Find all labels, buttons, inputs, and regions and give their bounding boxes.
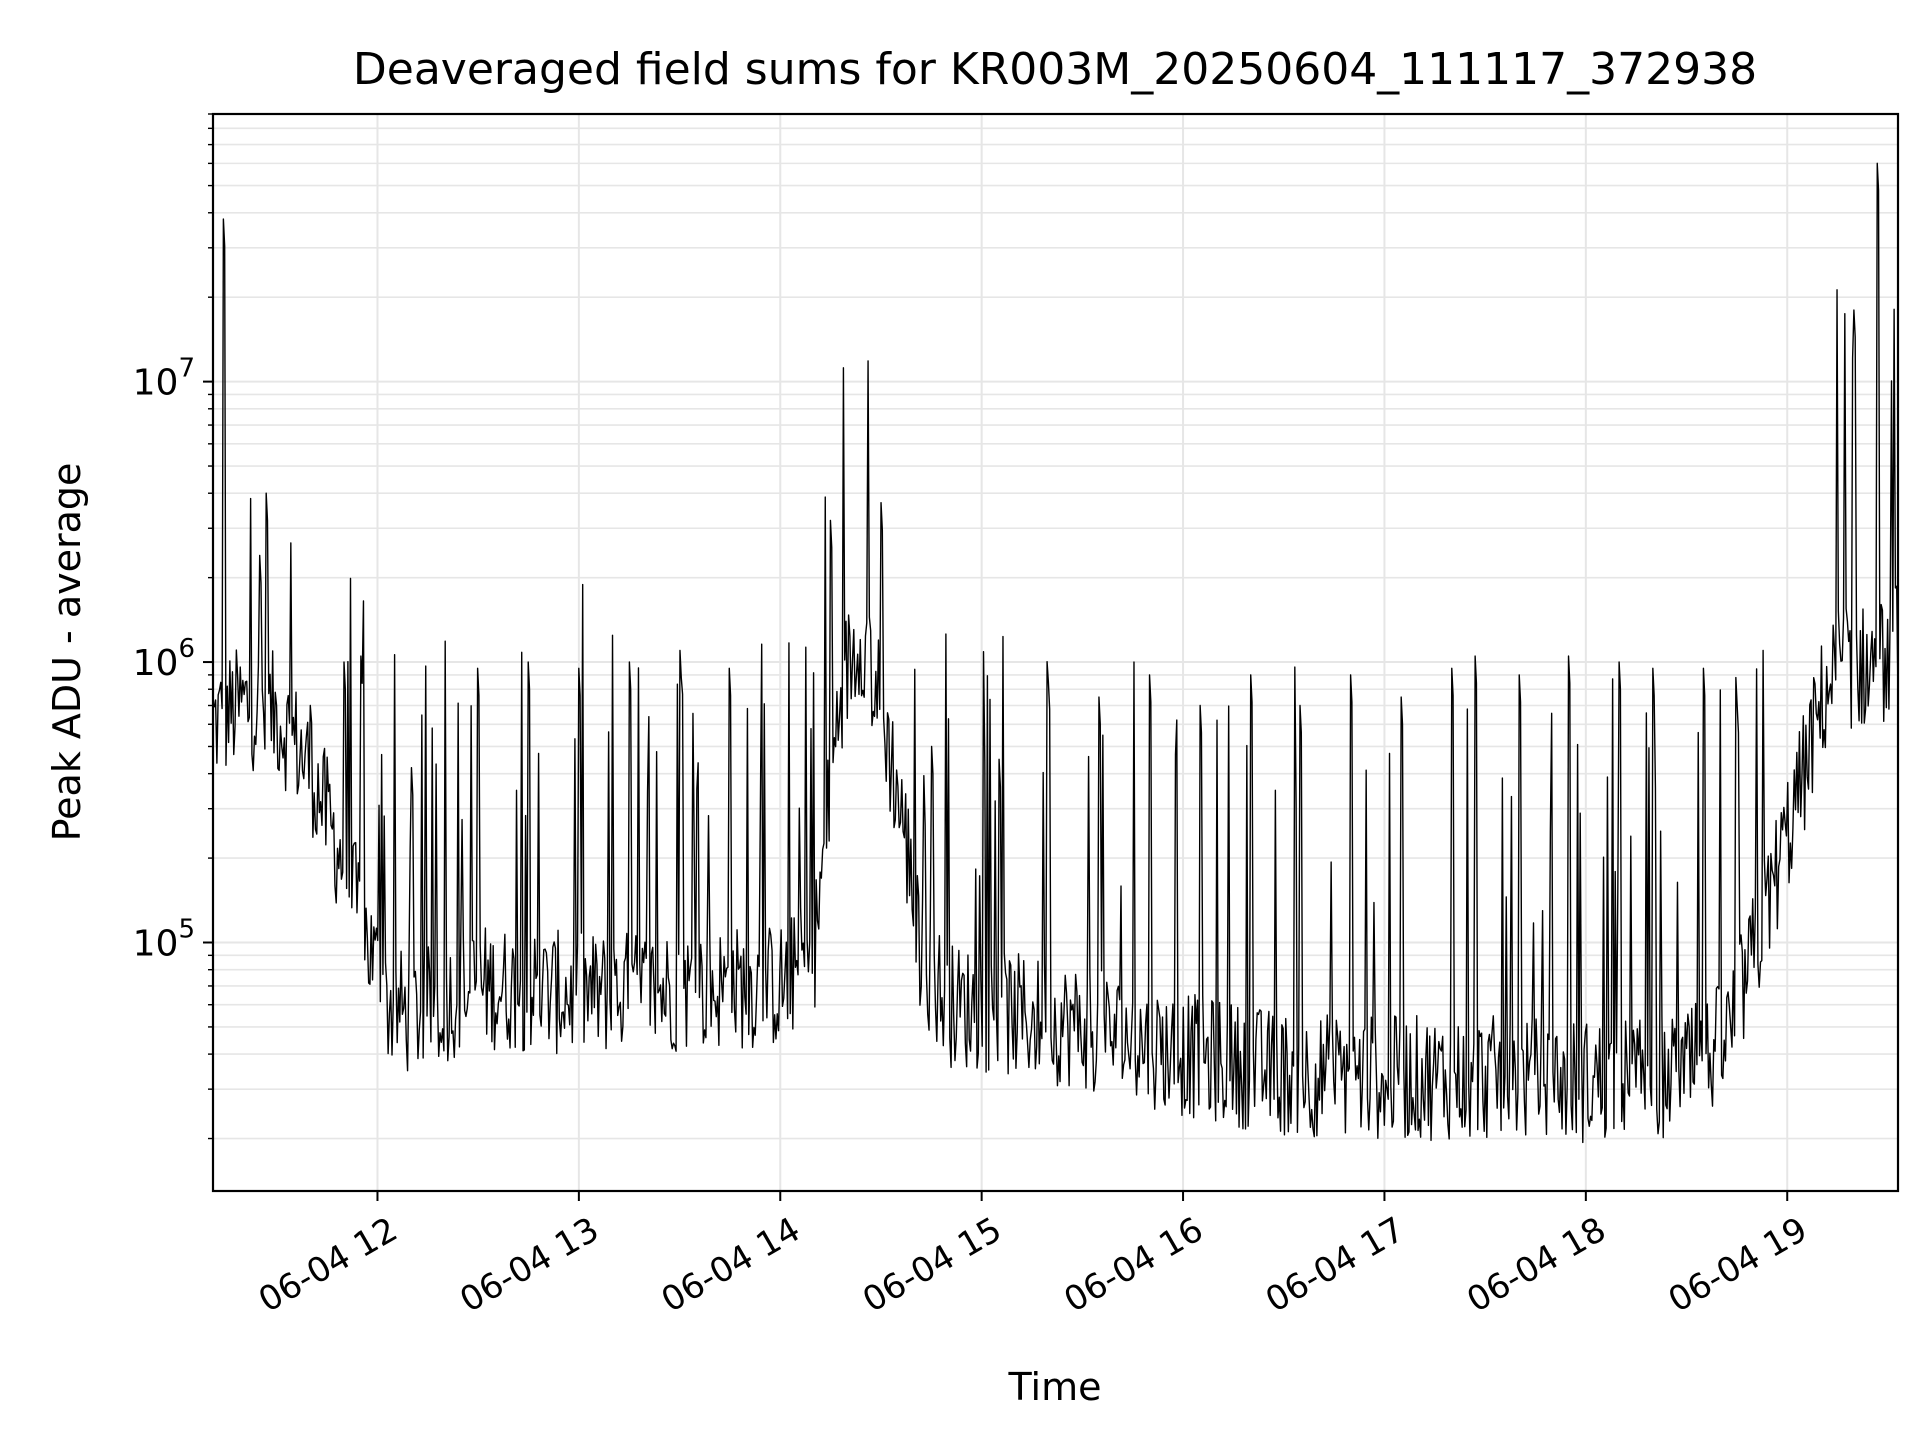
y-tick-base: 10 — [133, 643, 179, 684]
y-tick-exponent: 7 — [178, 354, 195, 384]
y-tick-label: 106 — [133, 634, 195, 684]
y-tick-exponent: 5 — [178, 915, 195, 945]
y-axis-label: Peak ADU - average — [45, 463, 89, 842]
y-tick-label: 107 — [133, 354, 195, 404]
y-tick-base: 10 — [133, 924, 179, 965]
series-line — [212, 162, 1899, 1144]
plot-frame — [211, 112, 1900, 1193]
y-tick-base: 10 — [133, 363, 179, 404]
chart-title: Deaveraged field sums for KR003M_2025060… — [353, 44, 1757, 95]
y-tick-label: 105 — [133, 915, 195, 965]
series-layer — [212, 162, 1899, 1144]
x-axis-label: Time — [1008, 1365, 1102, 1409]
y-tick-exponent: 6 — [178, 634, 195, 664]
